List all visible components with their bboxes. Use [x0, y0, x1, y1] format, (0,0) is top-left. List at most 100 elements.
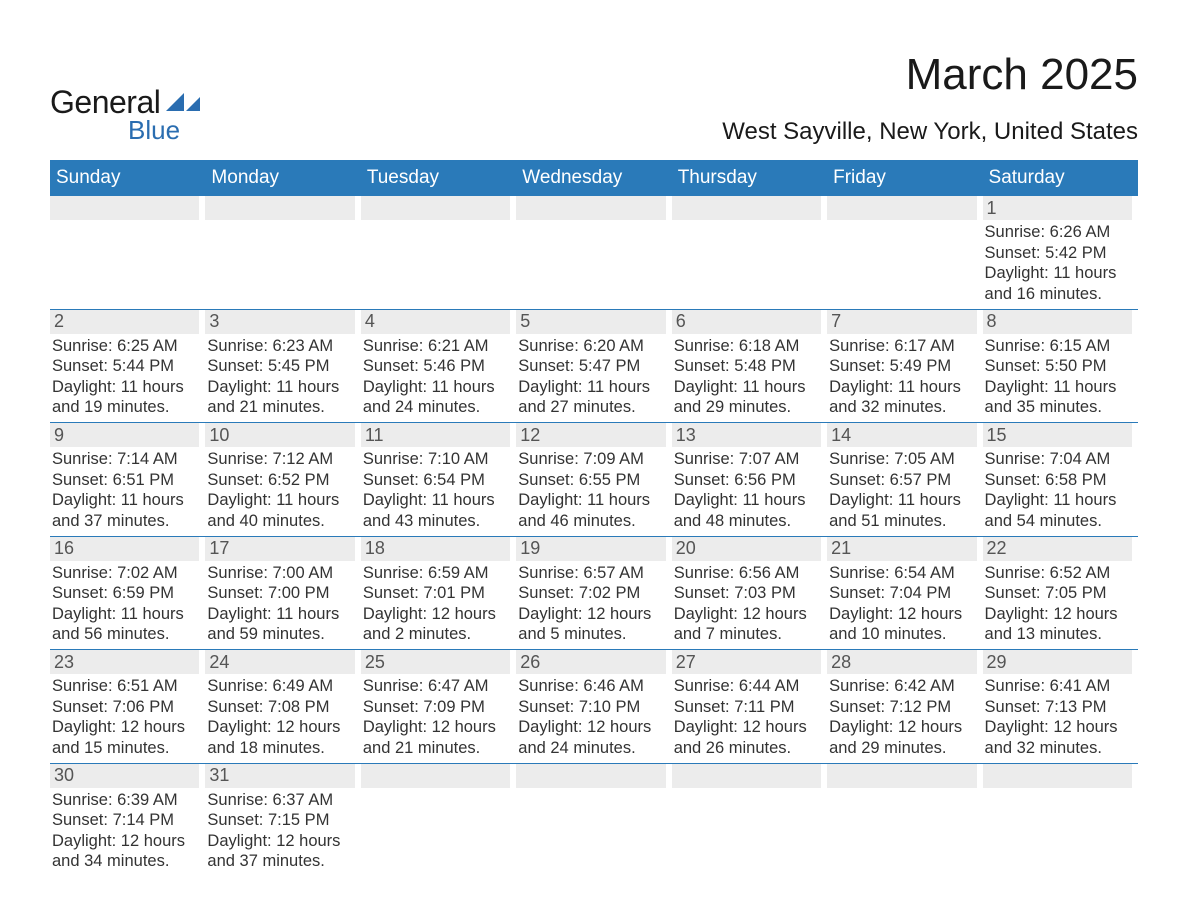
day-facts: Sunrise: 6:17 AMSunset: 5:49 PMDaylight:…: [827, 334, 976, 419]
daylight-label: Daylight:: [207, 832, 271, 850]
daylight-label: Daylight:: [52, 605, 116, 623]
day-cell: .: [827, 764, 982, 877]
day-facts: [983, 788, 1132, 790]
day-facts: Sunrise: 6:21 AMSunset: 5:46 PMDaylight:…: [361, 334, 510, 419]
sunset-value: 6:57 PM: [890, 471, 951, 489]
daynum-row: .: [516, 764, 665, 788]
sunset-line: Sunset: 7:12 PM: [829, 697, 976, 718]
sunset-line: Sunset: 7:08 PM: [207, 697, 354, 718]
daynum-row: .: [50, 196, 199, 220]
sunrise-label: Sunrise:: [52, 677, 113, 695]
sunset-label: Sunset:: [363, 471, 419, 489]
daynum-row: .: [516, 196, 665, 220]
daynum-row: 7: [827, 310, 976, 334]
sunrise-value: 6:20 AM: [583, 337, 644, 355]
daylight-label: Daylight:: [518, 378, 582, 396]
day-facts: [827, 220, 976, 222]
sunset-line: Sunset: 5:47 PM: [518, 356, 665, 377]
sunrise-label: Sunrise:: [52, 564, 113, 582]
sunrise-value: 6:51 AM: [117, 677, 178, 695]
calendar-page: General Blue March 2025 West Sayville, N…: [0, 0, 1188, 876]
sunset-label: Sunset:: [674, 357, 730, 375]
sunset-value: 7:05 PM: [1045, 584, 1106, 602]
sunset-label: Sunset:: [52, 471, 108, 489]
day-cell: 2Sunrise: 6:25 AMSunset: 5:44 PMDaylight…: [50, 310, 205, 423]
sunset-label: Sunset:: [52, 584, 108, 602]
week-row: 30Sunrise: 6:39 AMSunset: 7:14 PMDayligh…: [50, 763, 1138, 877]
daylight-line: Daylight: 12 hours and 29 minutes.: [829, 717, 976, 758]
sunset-value: 6:59 PM: [113, 584, 174, 602]
sunrise-label: Sunrise:: [52, 450, 113, 468]
week-row: ......1Sunrise: 6:26 AMSunset: 5:42 PMDa…: [50, 196, 1138, 309]
day-cell: .: [516, 196, 671, 309]
day-number: 12: [516, 425, 540, 446]
sunrise-value: 7:05 AM: [894, 450, 955, 468]
day-number: 18: [361, 538, 385, 559]
day-facts: Sunrise: 6:42 AMSunset: 7:12 PMDaylight:…: [827, 674, 976, 759]
sunrise-line: Sunrise: 7:05 AM: [829, 449, 976, 470]
daynum-row: .: [361, 764, 510, 788]
sunset-label: Sunset:: [52, 357, 108, 375]
sunrise-value: 6:18 AM: [739, 337, 800, 355]
sunrise-label: Sunrise:: [518, 677, 579, 695]
sunrise-value: 6:44 AM: [739, 677, 800, 695]
daylight-line: Daylight: 11 hours and 59 minutes.: [207, 604, 354, 645]
day-facts: Sunrise: 6:25 AMSunset: 5:44 PMDaylight:…: [50, 334, 199, 419]
sunset-line: Sunset: 7:06 PM: [52, 697, 199, 718]
sunrise-line: Sunrise: 6:44 AM: [674, 676, 821, 697]
daynum-row: .: [205, 196, 354, 220]
sunrise-label: Sunrise:: [674, 677, 735, 695]
sunrise-line: Sunrise: 6:49 AM: [207, 676, 354, 697]
sunrise-label: Sunrise:: [674, 564, 735, 582]
daylight-line: Daylight: 11 hours and 46 minutes.: [518, 490, 665, 531]
weekday-header: Wednesday: [516, 160, 671, 196]
daynum-row: .: [827, 196, 976, 220]
daylight-label: Daylight:: [207, 605, 271, 623]
weekday-header-row: SundayMondayTuesdayWednesdayThursdayFrid…: [50, 160, 1138, 196]
daylight-line: Daylight: 12 hours and 18 minutes.: [207, 717, 354, 758]
daynum-row: 3: [205, 310, 354, 334]
day-cell: 29Sunrise: 6:41 AMSunset: 7:13 PMDayligh…: [983, 650, 1138, 763]
daylight-label: Daylight:: [829, 491, 893, 509]
sunset-line: Sunset: 6:59 PM: [52, 583, 199, 604]
daynum-row: 22: [983, 537, 1132, 561]
sunset-line: Sunset: 7:09 PM: [363, 697, 510, 718]
day-cell: 7Sunrise: 6:17 AMSunset: 5:49 PMDaylight…: [827, 310, 982, 423]
sunset-value: 6:54 PM: [423, 471, 484, 489]
sunset-label: Sunset:: [674, 471, 730, 489]
day-facts: Sunrise: 6:56 AMSunset: 7:03 PMDaylight:…: [672, 561, 821, 646]
day-facts: Sunrise: 7:04 AMSunset: 6:58 PMDaylight:…: [983, 447, 1132, 532]
day-facts: [827, 788, 976, 790]
sunrise-label: Sunrise:: [363, 564, 424, 582]
sunrise-line: Sunrise: 7:07 AM: [674, 449, 821, 470]
sunset-value: 5:46 PM: [423, 357, 484, 375]
day-number: 13: [672, 425, 696, 446]
sunset-label: Sunset:: [829, 357, 885, 375]
daylight-line: Daylight: 11 hours and 29 minutes.: [674, 377, 821, 418]
sunset-value: 7:02 PM: [579, 584, 640, 602]
sunrise-line: Sunrise: 6:51 AM: [52, 676, 199, 697]
day-cell: 22Sunrise: 6:52 AMSunset: 7:05 PMDayligh…: [983, 537, 1138, 650]
daynum-row: 15: [983, 423, 1132, 447]
day-facts: [516, 788, 665, 790]
day-number: 25: [361, 652, 385, 673]
sunrise-line: Sunrise: 6:26 AM: [985, 222, 1132, 243]
sunset-line: Sunset: 6:57 PM: [829, 470, 976, 491]
sunset-line: Sunset: 7:11 PM: [674, 697, 821, 718]
day-number: 7: [827, 311, 841, 332]
daylight-line: Daylight: 11 hours and 35 minutes.: [985, 377, 1132, 418]
day-number: 31: [205, 765, 229, 786]
daynum-row: .: [827, 764, 976, 788]
sunrise-label: Sunrise:: [207, 677, 268, 695]
week-row: 16Sunrise: 7:02 AMSunset: 6:59 PMDayligh…: [50, 536, 1138, 650]
daynum-row: 24: [205, 650, 354, 674]
day-cell: 28Sunrise: 6:42 AMSunset: 7:12 PMDayligh…: [827, 650, 982, 763]
day-facts: Sunrise: 7:02 AMSunset: 6:59 PMDaylight:…: [50, 561, 199, 646]
sunset-line: Sunset: 6:51 PM: [52, 470, 199, 491]
day-cell: 18Sunrise: 6:59 AMSunset: 7:01 PMDayligh…: [361, 537, 516, 650]
day-number: 21: [827, 538, 851, 559]
daynum-row: .: [983, 764, 1132, 788]
daynum-row: 30: [50, 764, 199, 788]
day-facts: Sunrise: 6:59 AMSunset: 7:01 PMDaylight:…: [361, 561, 510, 646]
sunrise-value: 6:39 AM: [117, 791, 178, 809]
